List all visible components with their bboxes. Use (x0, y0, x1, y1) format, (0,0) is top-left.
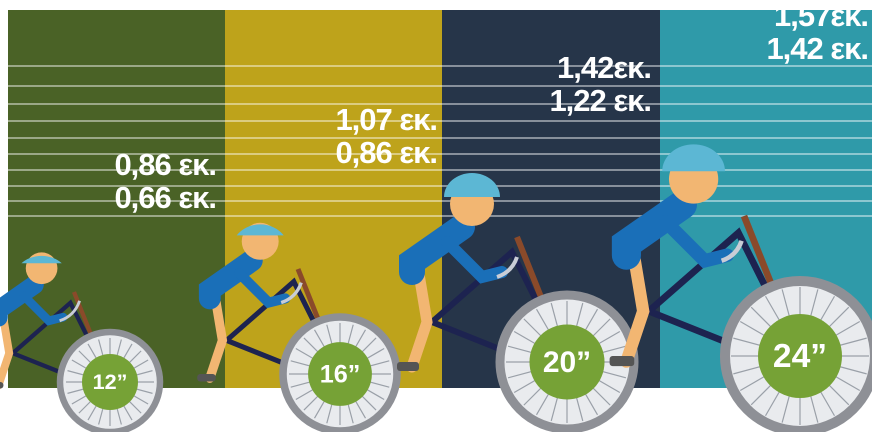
max-height: 1,42εκ. (557, 50, 651, 85)
shoe (197, 374, 215, 382)
min-height: 1,22 εκ. (549, 83, 651, 118)
min-height: 0,86 εκ. (335, 135, 437, 170)
max-height: 1,07 εκ. (335, 102, 437, 137)
wheel-size: 20” (543, 346, 591, 379)
max-height: 1,57εκ. (774, 0, 868, 33)
min-height: 1,42 εκ. (766, 31, 868, 66)
max-height: 0,86 εκ. (114, 147, 216, 182)
wheel-size: 12” (93, 369, 128, 394)
wheel-size: 24” (773, 338, 827, 375)
shoe (610, 356, 635, 366)
wheel-size: 16” (320, 360, 361, 388)
shoe (397, 362, 419, 371)
infographic: 12”0,86 εκ.0,66 εκ.16”1,07 εκ.0,86 εκ.20… (0, 0, 872, 432)
min-height: 0,66 εκ. (114, 180, 216, 215)
